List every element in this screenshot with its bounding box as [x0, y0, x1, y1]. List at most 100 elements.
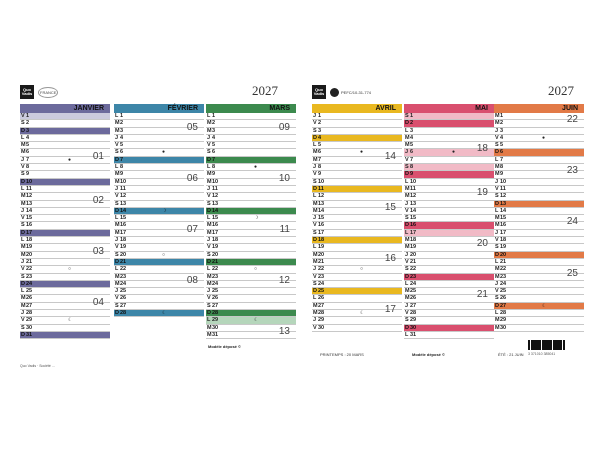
- month-column: MARS L 1 M 2 M 3 09 J 4 V 5 S 6 D 7 L 8 ● M 9 M 10 10 J 11 V 12 S 13 D…: [206, 104, 296, 340]
- day-row: M 27 04: [20, 297, 110, 311]
- day-row: S 15: [404, 215, 494, 223]
- day-row: V 11: [494, 185, 584, 194]
- weekday-letter: M: [495, 273, 500, 280]
- weekday-letter: M: [495, 113, 500, 119]
- day-row: S 22: [404, 266, 494, 274]
- weekday-letter: M: [21, 142, 26, 149]
- day-number: 30: [212, 324, 219, 331]
- quo-vadis-logo: Quo Vadis: [20, 85, 34, 99]
- day-number: 10: [120, 178, 127, 185]
- day-number: 12: [500, 193, 507, 200]
- weekday-letter: M: [207, 127, 212, 134]
- day-row: J 20: [404, 252, 494, 259]
- week-number: 04: [92, 296, 104, 308]
- day-row: M 24 12: [206, 275, 296, 289]
- weekday-letter: L: [313, 142, 317, 149]
- weekday-letter: L: [405, 229, 409, 236]
- week-number: 11: [279, 223, 290, 235]
- day-row: M 2 22: [494, 115, 584, 128]
- weekday-letter: D: [207, 258, 211, 265]
- weekday-letter: J: [207, 237, 211, 244]
- weekday-letter: M: [313, 251, 318, 258]
- day-number: 25: [26, 288, 33, 295]
- day-number: 13: [318, 200, 325, 207]
- day-row: L 22 ○: [206, 266, 296, 274]
- moon-phase-icon: ☾: [360, 310, 365, 317]
- day-row: M 9 23: [494, 166, 584, 179]
- day-number: 22: [318, 266, 325, 273]
- day-number: 24: [120, 280, 127, 287]
- barcode-bar: [555, 340, 556, 350]
- weekday-letter: M: [313, 310, 318, 317]
- weekday-letter: D: [115, 156, 119, 163]
- day-row: D 21: [114, 258, 204, 267]
- weekday-letter: D: [313, 185, 317, 192]
- day-number: 29: [410, 317, 417, 324]
- barcode-bar: [529, 340, 531, 350]
- day-row: S 17: [312, 229, 402, 238]
- day-number: 7: [410, 156, 414, 163]
- weekday-letter: M: [207, 120, 212, 127]
- day-row: S 30: [20, 325, 110, 332]
- day-number: 29: [500, 317, 507, 324]
- day-number: 1: [212, 113, 216, 119]
- weekday-letter: J: [21, 156, 25, 163]
- barcode-bar: [549, 340, 551, 350]
- day-row: M 21 16: [312, 253, 402, 267]
- day-row: J 6 ● 18: [404, 144, 494, 157]
- day-row: V 29 ☾: [20, 317, 110, 325]
- day-row: M 16 24: [494, 217, 584, 230]
- day-row: J 22 ○: [312, 266, 402, 274]
- day-number: 26: [410, 295, 417, 302]
- day-row: D 28 ☾: [114, 310, 204, 318]
- day-row: D 27 ☾: [494, 302, 584, 311]
- moon-phase-icon: ●: [162, 149, 166, 156]
- weekday-letter: L: [115, 266, 119, 273]
- day-number: 11: [212, 185, 218, 192]
- day-row: M 23: [114, 274, 204, 281]
- week-number: 14: [384, 150, 396, 162]
- weekday-letter: L: [207, 266, 211, 273]
- day-row: L 10: [404, 179, 494, 186]
- day-number: 13: [410, 200, 417, 207]
- day-row: D 28: [206, 310, 296, 318]
- weekday-letter: J: [405, 251, 409, 258]
- day-number: 23: [120, 273, 127, 280]
- day-row: D 30: [404, 324, 494, 332]
- day-row: V 23: [312, 274, 402, 281]
- week-number: 01: [92, 150, 104, 162]
- day-row: V 19: [114, 244, 204, 252]
- moon-phase-icon: ☾: [254, 317, 259, 324]
- weekday-letter: V: [495, 185, 499, 192]
- weekday-letter: M: [313, 156, 318, 163]
- day-number: 21: [212, 258, 219, 265]
- day-number: 15: [212, 215, 219, 222]
- barcode-bar: [548, 340, 549, 350]
- weekday-letter: M: [115, 127, 120, 134]
- weekday-letter: J: [115, 185, 119, 192]
- weekday-letter: L: [21, 134, 25, 141]
- day-number: 17: [318, 229, 325, 236]
- weekday-letter: M: [405, 142, 410, 149]
- day-number: 20: [410, 251, 417, 258]
- day-row: M 12: [20, 193, 110, 201]
- day-number: 20: [318, 251, 325, 258]
- day-row: M 12 19: [404, 188, 494, 201]
- day-row: V 22 ○: [20, 266, 110, 274]
- moon-phase-icon: ●: [452, 149, 456, 156]
- day-number: 20: [120, 251, 127, 258]
- moon-phase-icon: ☾: [68, 317, 73, 324]
- day-row: D 31: [20, 331, 110, 340]
- weekday-letter: L: [313, 193, 317, 200]
- barcode-bar: [559, 340, 560, 350]
- weekday-letter: L: [405, 178, 409, 185]
- weekday-letter: J: [495, 178, 499, 185]
- day-row: S 13: [114, 201, 204, 208]
- day-number: 29: [212, 317, 219, 324]
